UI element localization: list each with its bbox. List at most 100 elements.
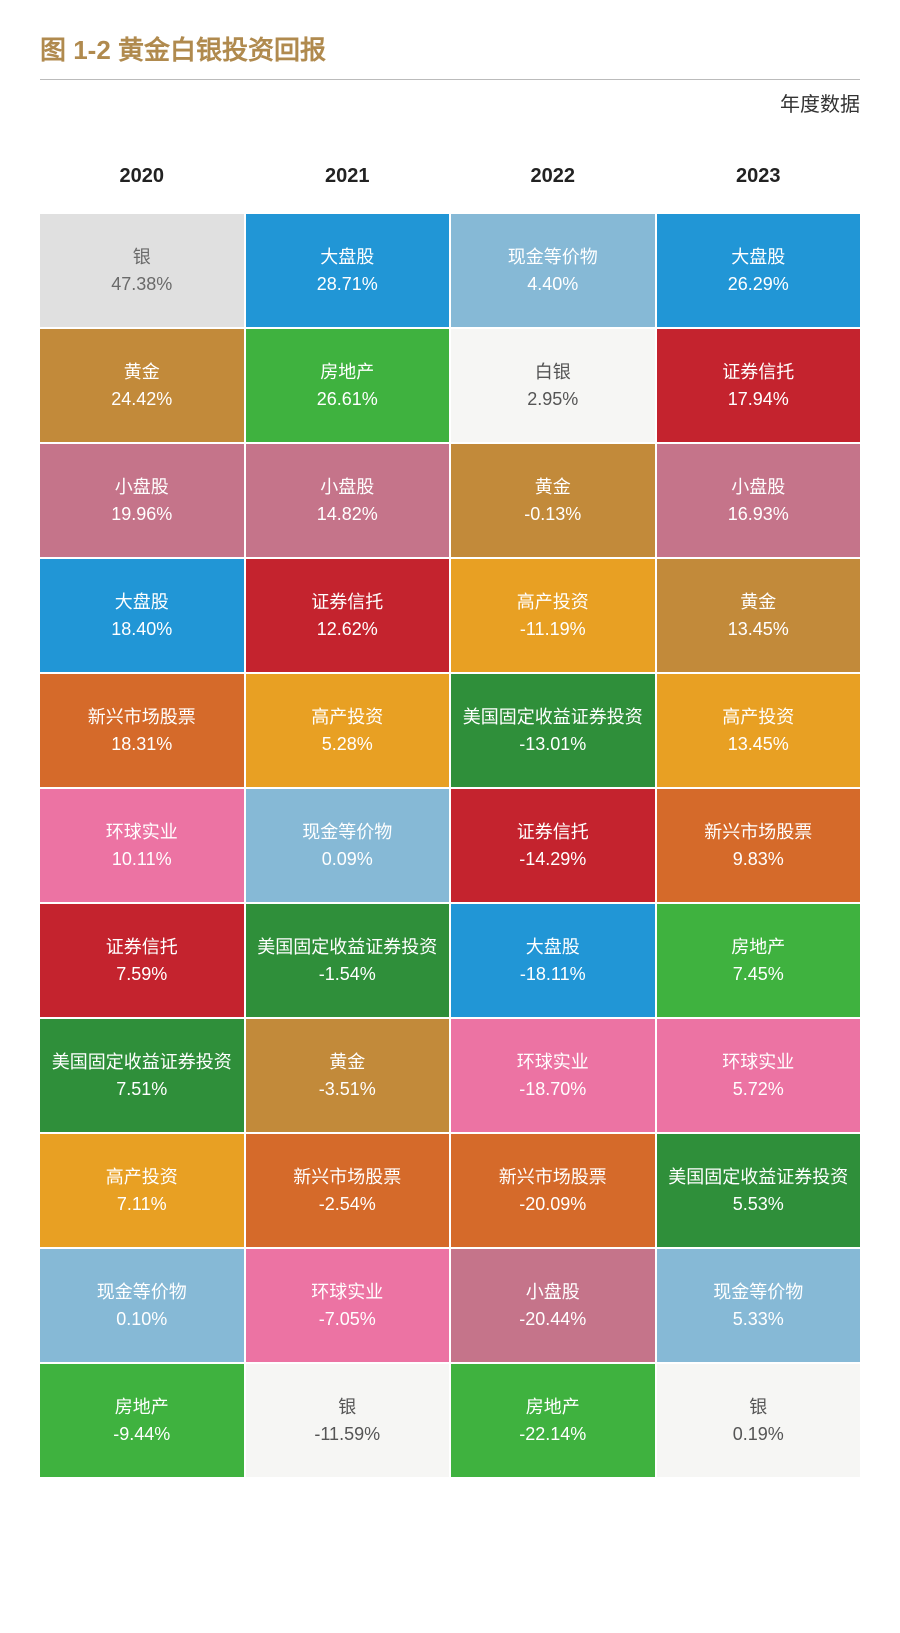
heatmap-cell: 证券信托17.94% [657, 329, 861, 442]
heatmap-cell: 证券信托7.59% [40, 904, 244, 1017]
cell-asset-label: 新兴市场股票 [293, 1164, 401, 1191]
returns-heatmap-grid: 2020202120222023银47.38%大盘股28.71%现金等价物4.4… [40, 147, 860, 1477]
heatmap-cell: 高产投资-11.19% [451, 559, 655, 672]
heatmap-cell: 高产投资13.45% [657, 674, 861, 787]
heatmap-cell: 美国固定收益证券投资5.53% [657, 1134, 861, 1247]
heatmap-cell: 现金等价物0.09% [246, 789, 450, 902]
cell-return-value: 5.28% [322, 731, 373, 758]
cell-return-value: -20.44% [519, 1306, 586, 1333]
heatmap-cell: 房地产26.61% [246, 329, 450, 442]
cell-asset-label: 大盘股 [320, 244, 374, 271]
cell-asset-label: 证券信托 [106, 934, 178, 961]
cell-return-value: 26.29% [728, 271, 789, 298]
column-header: 2022 [451, 147, 655, 212]
cell-asset-label: 新兴市场股票 [499, 1164, 607, 1191]
cell-return-value: 7.51% [116, 1076, 167, 1103]
cell-return-value: 2.95% [527, 386, 578, 413]
cell-return-value: -11.59% [314, 1421, 380, 1448]
cell-return-value: 4.40% [527, 271, 578, 298]
cell-return-value: 5.72% [733, 1076, 784, 1103]
cell-asset-label: 银 [133, 244, 151, 271]
heatmap-cell: 现金等价物5.33% [657, 1249, 861, 1362]
column-header: 2021 [246, 147, 450, 212]
cell-return-value: 18.40% [111, 616, 172, 643]
heatmap-cell: 银0.19% [657, 1364, 861, 1477]
column-header-label: 2023 [736, 165, 781, 187]
heatmap-cell: 环球实业5.72% [657, 1019, 861, 1132]
heatmap-cell: 黄金-3.51% [246, 1019, 450, 1132]
chart-title: 图 1-2 黄金白银投资回报 [40, 30, 860, 80]
cell-asset-label: 现金等价物 [97, 1279, 187, 1306]
heatmap-cell: 现金等价物0.10% [40, 1249, 244, 1362]
heatmap-cell: 高产投资7.11% [40, 1134, 244, 1247]
heatmap-cell: 环球实业10.11% [40, 789, 244, 902]
heatmap-cell: 小盘股16.93% [657, 444, 861, 557]
cell-return-value: -2.54% [319, 1191, 376, 1218]
cell-return-value: 5.53% [733, 1191, 784, 1218]
subtitle-text: 年度数据 [780, 94, 860, 116]
heatmap-cell: 小盘股-20.44% [451, 1249, 655, 1362]
cell-return-value: 26.61% [317, 386, 378, 413]
cell-return-value: -18.11% [520, 961, 586, 988]
cell-asset-label: 证券信托 [722, 359, 794, 386]
column-header-label: 2020 [120, 165, 165, 187]
heatmap-cell: 环球实业-18.70% [451, 1019, 655, 1132]
cell-return-value: 24.42% [111, 386, 172, 413]
heatmap-cell: 新兴市场股票18.31% [40, 674, 244, 787]
heatmap-cell: 环球实业-7.05% [246, 1249, 450, 1362]
cell-asset-label: 大盘股 [731, 244, 785, 271]
cell-asset-label: 黄金 [329, 1049, 365, 1076]
cell-return-value: 12.62% [317, 616, 378, 643]
cell-return-value: -3.51% [319, 1076, 376, 1103]
column-header-label: 2021 [325, 165, 370, 187]
cell-asset-label: 高产投资 [722, 704, 794, 731]
heatmap-cell: 房地产-9.44% [40, 1364, 244, 1477]
cell-asset-label: 房地产 [115, 1394, 169, 1421]
heatmap-cell: 房地产7.45% [657, 904, 861, 1017]
cell-return-value: 10.11% [112, 846, 172, 873]
heatmap-cell: 美国固定收益证券投资7.51% [40, 1019, 244, 1132]
cell-asset-label: 黄金 [535, 474, 571, 501]
cell-return-value: 14.82% [317, 501, 378, 528]
cell-asset-label: 高产投资 [311, 704, 383, 731]
cell-asset-label: 房地产 [526, 1394, 580, 1421]
cell-asset-label: 小盘股 [731, 474, 785, 501]
cell-return-value: 13.45% [728, 731, 789, 758]
cell-return-value: -0.13% [524, 501, 581, 528]
cell-return-value: -18.70% [519, 1076, 586, 1103]
cell-asset-label: 美国固定收益证券投资 [257, 934, 437, 961]
cell-asset-label: 小盘股 [320, 474, 374, 501]
cell-return-value: -20.09% [519, 1191, 586, 1218]
cell-return-value: -1.54% [319, 961, 376, 988]
cell-asset-label: 黄金 [740, 589, 776, 616]
chart-subtitle: 年度数据 [40, 88, 860, 117]
cell-return-value: 47.38% [111, 271, 172, 298]
heatmap-cell: 银47.38% [40, 214, 244, 327]
column-header: 2023 [657, 147, 861, 212]
cell-return-value: 7.11% [117, 1191, 167, 1218]
heatmap-cell: 银-11.59% [246, 1364, 450, 1477]
cell-asset-label: 现金等价物 [508, 244, 598, 271]
cell-return-value: 0.09% [322, 846, 373, 873]
cell-asset-label: 美国固定收益证券投资 [52, 1049, 232, 1076]
heatmap-cell: 小盘股19.96% [40, 444, 244, 557]
cell-asset-label: 环球实业 [517, 1049, 589, 1076]
title-text: 图 1-2 黄金白银投资回报 [40, 35, 326, 65]
cell-return-value: 7.59% [116, 961, 167, 988]
heatmap-cell: 新兴市场股票-2.54% [246, 1134, 450, 1247]
cell-asset-label: 小盘股 [526, 1279, 580, 1306]
cell-return-value: -13.01% [519, 731, 586, 758]
heatmap-cell: 高产投资5.28% [246, 674, 450, 787]
heatmap-cell: 小盘股14.82% [246, 444, 450, 557]
cell-asset-label: 房地产 [320, 359, 374, 386]
heatmap-cell: 美国固定收益证券投资-13.01% [451, 674, 655, 787]
cell-asset-label: 证券信托 [311, 589, 383, 616]
cell-asset-label: 房地产 [731, 934, 785, 961]
cell-return-value: -14.29% [519, 846, 586, 873]
column-header: 2020 [40, 147, 244, 212]
cell-return-value: 28.71% [317, 271, 378, 298]
cell-asset-label: 高产投资 [106, 1164, 178, 1191]
cell-return-value: -11.19% [520, 616, 586, 643]
heatmap-cell: 黄金13.45% [657, 559, 861, 672]
cell-return-value: 17.94% [728, 386, 789, 413]
